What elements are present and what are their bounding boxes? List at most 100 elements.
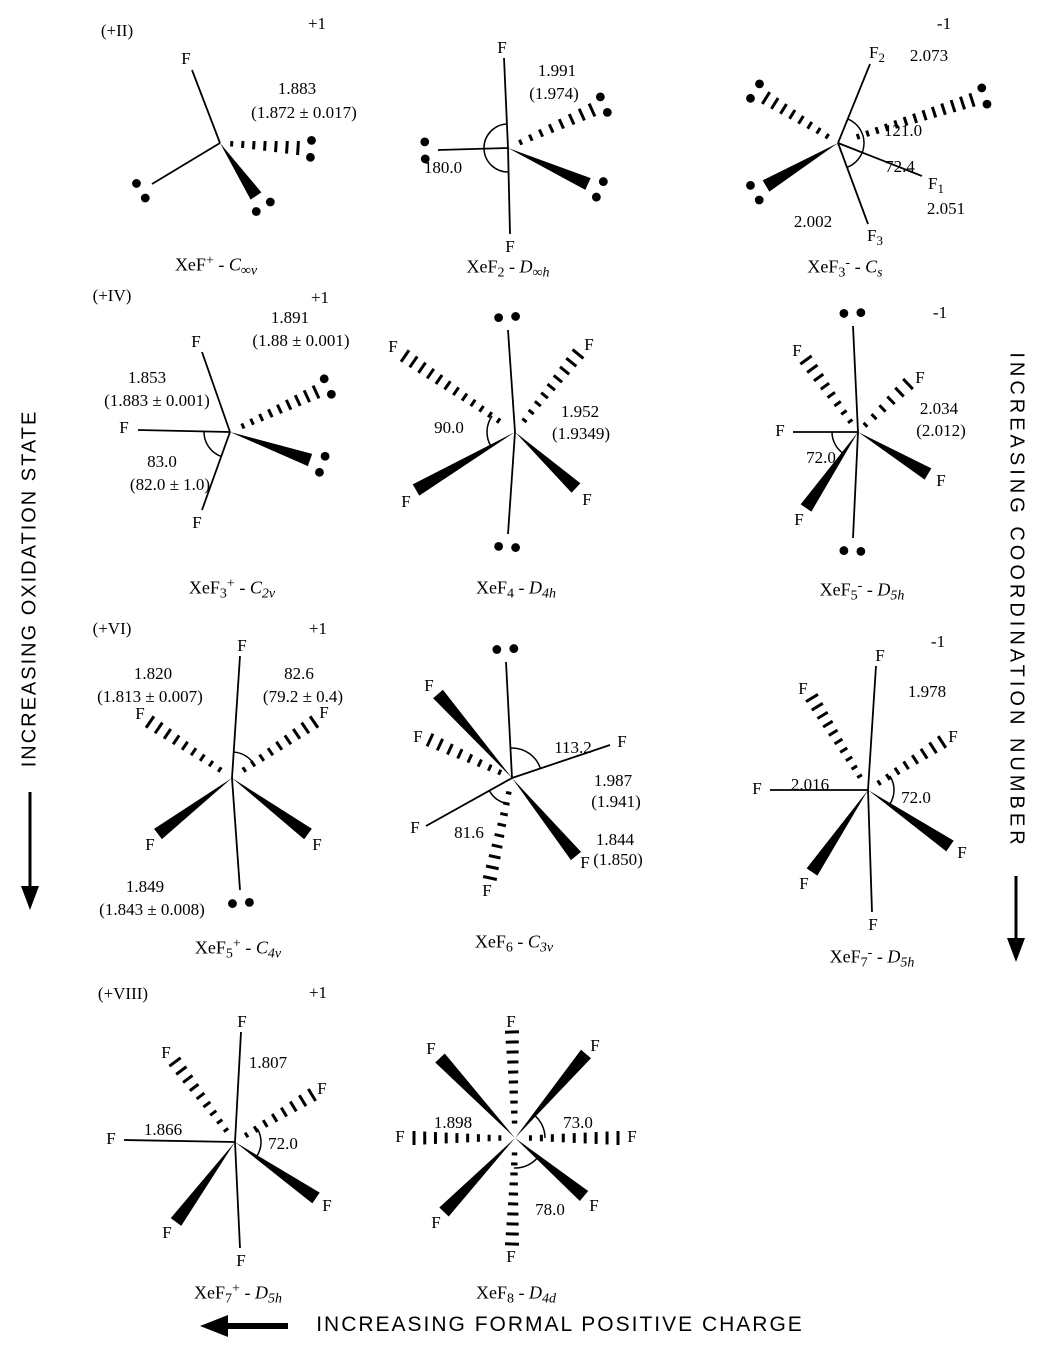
molecule-caption: XeF3+ - C2v bbox=[189, 576, 276, 601]
bond-hashed-wedge-mark bbox=[274, 140, 278, 153]
atom-label: F bbox=[192, 513, 201, 532]
bond-hashed-wedge-mark bbox=[810, 702, 824, 712]
atom-label: F1 bbox=[928, 174, 944, 196]
bond-hashed-wedge-mark bbox=[826, 391, 836, 399]
bond-hashed-wedge-mark bbox=[845, 755, 853, 763]
bond-annotation: (1.974) bbox=[529, 84, 579, 103]
bond-hashed-wedge-mark bbox=[308, 715, 320, 729]
bond-hashed-wedge-mark bbox=[460, 392, 469, 402]
bond-annotation: 2.051 bbox=[927, 199, 965, 218]
bond-hashed-wedge-mark bbox=[797, 115, 805, 125]
atom-label: F bbox=[236, 1251, 245, 1270]
atom-label: F bbox=[181, 49, 190, 68]
bond-line bbox=[503, 57, 509, 149]
bond-angle-arc bbox=[888, 775, 895, 805]
atom-label: F bbox=[135, 704, 144, 723]
bond-hashed-wedge-mark bbox=[571, 348, 585, 360]
molecule-xef2: F F 1.991 (1.974) 180.0 XeF2 - D∞h bbox=[420, 38, 612, 280]
lone-pair-dot bbox=[492, 645, 502, 654]
bond-hashed-wedge-mark bbox=[856, 773, 863, 779]
bond-line bbox=[837, 63, 871, 144]
atom-label: F bbox=[388, 337, 397, 356]
bond-hashed-wedge-mark bbox=[518, 139, 524, 146]
atom-label: F bbox=[752, 779, 761, 798]
bond-hashed-wedge-mark bbox=[883, 123, 890, 132]
lone-pair-dot bbox=[977, 83, 987, 93]
bond-hashed-wedge-mark bbox=[216, 766, 223, 773]
bond-hashed-wedge-mark bbox=[486, 764, 493, 772]
bond-hashed-wedge-mark bbox=[488, 854, 501, 860]
bond-hashed-wedge-mark bbox=[839, 746, 849, 754]
bond-solid-wedge bbox=[800, 432, 858, 512]
bond-hashed-wedge-mark bbox=[806, 121, 814, 130]
lone-pair-dot bbox=[839, 546, 849, 555]
atom-label: F bbox=[162, 1223, 171, 1242]
bond-solid-wedge bbox=[232, 778, 312, 840]
lone-pair-dot bbox=[754, 195, 764, 205]
bond-line bbox=[234, 1031, 242, 1143]
bond-annotation: 2.073 bbox=[910, 46, 948, 65]
bond-hashed-wedge-mark bbox=[919, 747, 929, 760]
bond-hashed-wedge-mark bbox=[417, 361, 427, 374]
lone-pair-dot bbox=[140, 193, 150, 203]
atom-label: F bbox=[915, 368, 924, 387]
bond-hashed-wedge-mark bbox=[902, 377, 914, 391]
molecule-xef8: F F F F F F F F 1.898 73.0 78.0 XeF8 - D4d bbox=[395, 1012, 636, 1306]
atom-label: F3 bbox=[867, 226, 883, 248]
bond-hashed-wedge-mark bbox=[300, 721, 311, 735]
bond-hashed-wedge-mark bbox=[408, 355, 419, 369]
molecule-caption: XeF7+ - D5h bbox=[194, 1281, 282, 1306]
bond-hashed-wedge-mark bbox=[478, 405, 485, 413]
ion-charge-label: -1 bbox=[933, 303, 947, 322]
bond-solid-wedge bbox=[515, 1049, 591, 1138]
bond-annotation: (79.2 ± 0.4) bbox=[263, 687, 343, 706]
lone-pair-dot bbox=[494, 541, 504, 551]
bond-hashed-wedge-mark bbox=[270, 1113, 279, 1123]
atom-label: F bbox=[799, 874, 808, 893]
row-label-oxidation-state-VI: (+VI) bbox=[92, 619, 132, 638]
bond-line bbox=[852, 325, 859, 433]
ion-charge-label: +1 bbox=[311, 288, 329, 307]
bond-hashed-wedge-mark bbox=[144, 715, 156, 729]
bond-hashed-wedge-mark bbox=[443, 380, 452, 391]
bond-hashed-wedge-mark bbox=[452, 386, 460, 396]
atom-label: F bbox=[505, 237, 514, 256]
lone-pair-dot bbox=[245, 897, 254, 907]
bond-hashed-wedge-mark bbox=[949, 99, 957, 113]
ion-charge-label: +1 bbox=[308, 14, 326, 33]
atom-label: F bbox=[948, 727, 957, 746]
bond-hashed-wedge-mark bbox=[878, 404, 887, 413]
atom-label: F bbox=[792, 341, 801, 360]
bond-hashed-wedge-mark bbox=[241, 766, 248, 773]
bond-hashed-wedge-mark bbox=[557, 118, 565, 130]
bond-hashed-wedge-mark bbox=[434, 374, 444, 385]
bond-solid-wedge bbox=[439, 1138, 515, 1217]
bond-line bbox=[151, 142, 221, 185]
bond-hashed-wedge-mark bbox=[291, 728, 302, 740]
bond-hashed-wedge-mark bbox=[209, 1109, 218, 1117]
atom-label: F bbox=[312, 835, 321, 854]
bond-line bbox=[201, 431, 231, 511]
bond-hashed-wedge-mark bbox=[258, 413, 265, 422]
bond-solid-wedge bbox=[515, 1138, 589, 1201]
bond-annotation: (1.88 ± 0.001) bbox=[252, 331, 349, 350]
bond-line bbox=[425, 777, 513, 827]
bond-annotation: 1.807 bbox=[249, 1053, 288, 1072]
bond-hashed-wedge-mark bbox=[930, 106, 938, 118]
lone-pair-dot bbox=[228, 899, 237, 908]
bond-hashed-wedge-mark bbox=[893, 767, 901, 776]
bond-hashed-wedge-mark bbox=[202, 1100, 212, 1109]
bond-hashed-wedge-mark bbox=[819, 381, 831, 391]
bond-hashed-wedge-mark bbox=[921, 109, 928, 121]
bond-hashed-wedge-mark bbox=[456, 748, 464, 760]
atom-label: F bbox=[798, 679, 807, 698]
bond-annotation: 1.898 bbox=[434, 1113, 472, 1132]
lone-pair-dot bbox=[320, 451, 330, 461]
lone-pair-dot bbox=[307, 135, 316, 145]
molecule-xef5-minus: F F F F F 2.034 (2.012) 72.0 -1 XeF5- - D5h bbox=[775, 303, 966, 603]
lone-pair-dot bbox=[251, 207, 261, 216]
bond-annotation: (1.883 ± 0.001) bbox=[104, 391, 210, 410]
lone-pair-dot bbox=[856, 308, 866, 318]
right-axis-label: INCREASING COORDINATION NUMBER bbox=[1005, 352, 1028, 849]
